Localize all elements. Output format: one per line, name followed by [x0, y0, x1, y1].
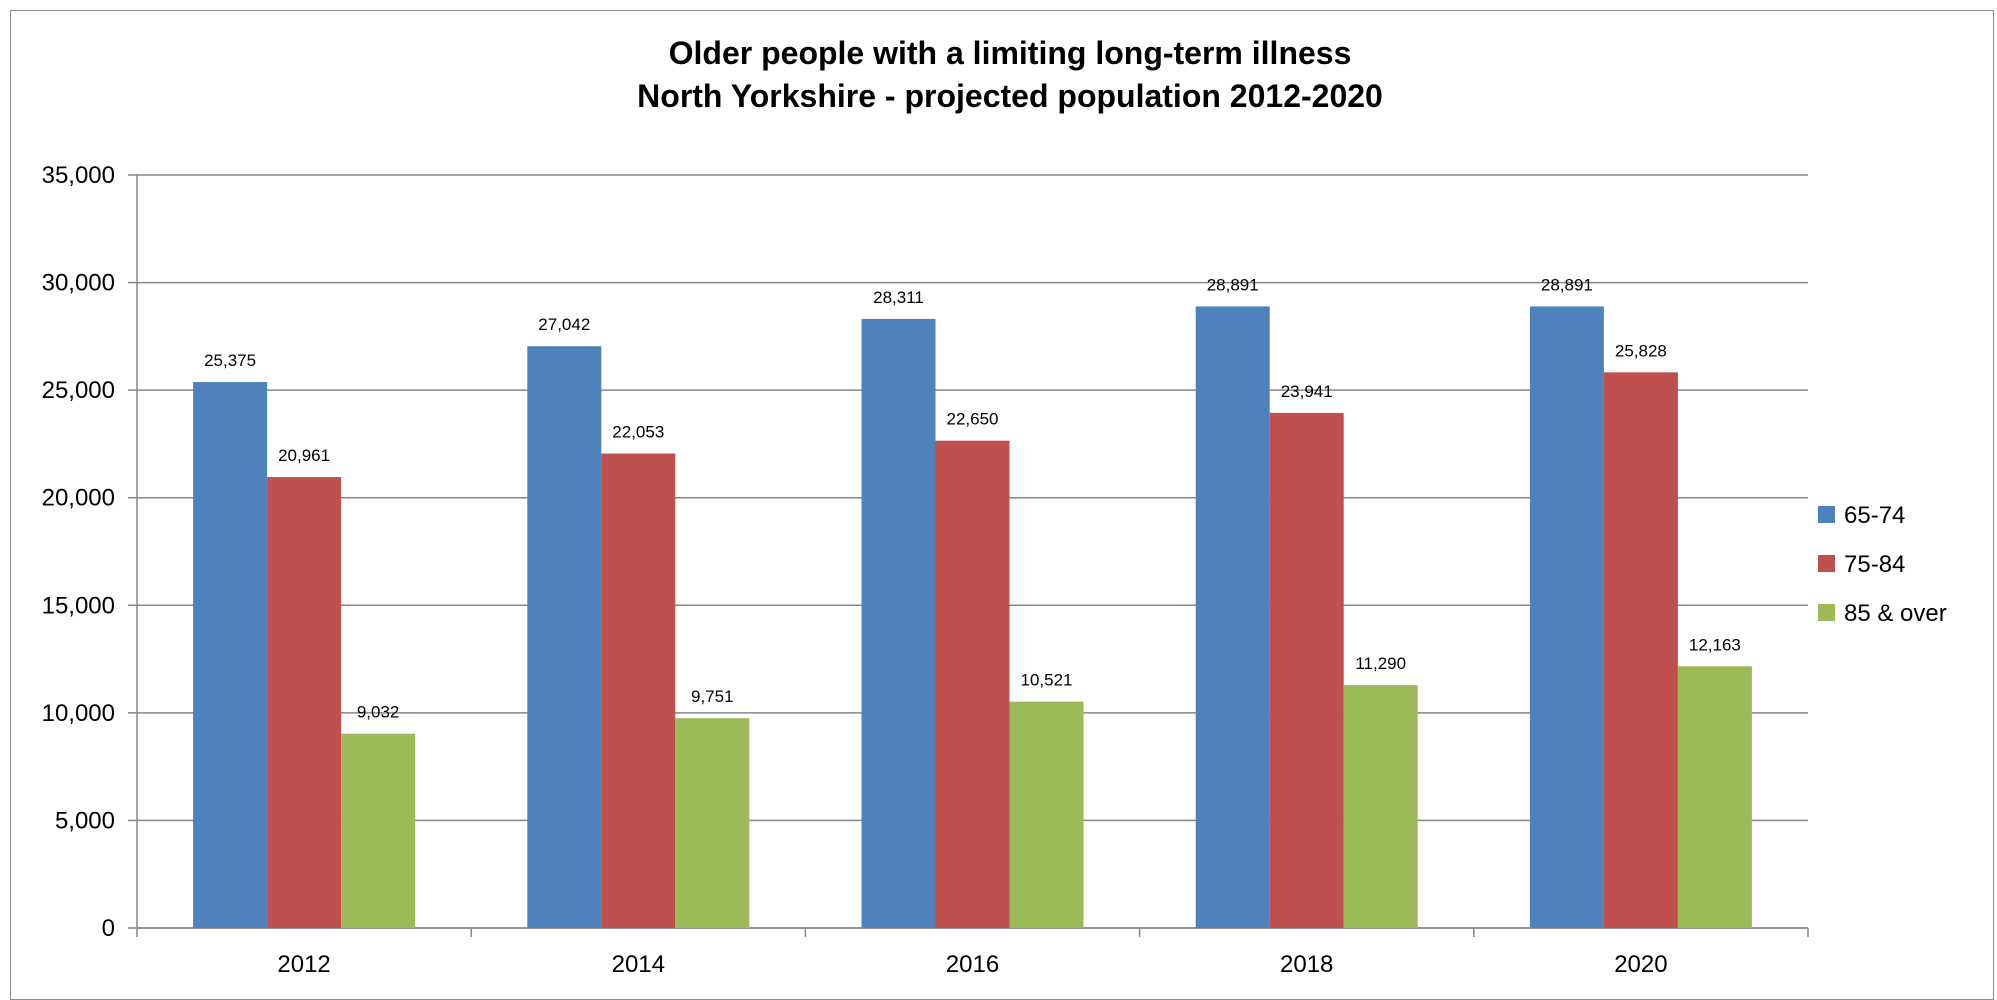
- x-tick-label: 2014: [612, 951, 665, 978]
- bar: [341, 733, 416, 928]
- y-tick-label: 15,000: [42, 592, 115, 619]
- legend-label: 65-74: [1844, 502, 1905, 529]
- bar: [1343, 685, 1418, 928]
- y-tick-label: 30,000: [42, 270, 115, 297]
- y-tick-label: 25,000: [42, 377, 115, 404]
- bar: [601, 453, 676, 928]
- bar: [1269, 412, 1344, 928]
- legend-label: 85 & over: [1844, 600, 1947, 627]
- data-label: 28,891: [1541, 275, 1593, 294]
- data-label: 9,751: [691, 687, 734, 706]
- data-label: 20,961: [278, 446, 330, 465]
- y-tick-label: 20,000: [42, 485, 115, 512]
- bar: [1195, 306, 1270, 928]
- x-tick-label: 2012: [277, 951, 330, 978]
- data-label: 10,521: [1021, 671, 1073, 690]
- x-tick-label: 2016: [946, 951, 999, 978]
- legend-swatch: [1818, 555, 1835, 572]
- x-tick-label: 2020: [1614, 951, 1667, 978]
- data-label: 22,650: [947, 410, 999, 429]
- bar: [527, 346, 602, 928]
- bar: [1677, 666, 1752, 928]
- bars: [193, 306, 1752, 928]
- y-tick-label: 5,000: [55, 807, 115, 834]
- legend-swatch: [1818, 604, 1835, 621]
- data-label: 11,290: [1355, 654, 1406, 673]
- data-label: 9,032: [357, 703, 400, 722]
- bar: [1009, 701, 1084, 928]
- bar: [935, 440, 1010, 928]
- bar: [193, 382, 268, 928]
- axes: 0 5,000 10,000 15,000 20,000 25,000 30,000 35,0…: [42, 162, 1809, 978]
- y-tick-label: 35,000: [42, 162, 115, 189]
- legend-swatch: [1818, 506, 1835, 523]
- bar: [1603, 372, 1678, 928]
- data-label: 22,053: [612, 423, 664, 442]
- bar: [675, 718, 750, 928]
- chart-subtitle: North Yorkshire - projected population 2…: [637, 78, 1383, 114]
- data-label: 23,941: [1281, 382, 1333, 401]
- data-labels: 25,375 20,961 9,032 27,042 22,053 9,751 28,311…: [204, 275, 1741, 721]
- legend-label: 75-84: [1844, 551, 1905, 578]
- y-tick-label: 10,000: [42, 700, 115, 727]
- data-label: 28,311: [873, 288, 924, 307]
- bar: [861, 318, 936, 928]
- data-label: 28,891: [1207, 275, 1259, 294]
- data-label: 12,163: [1689, 635, 1741, 654]
- bar: [1529, 306, 1604, 928]
- bar: [267, 477, 342, 928]
- data-label: 27,042: [538, 315, 590, 334]
- data-label: 25,375: [204, 351, 256, 370]
- x-tick-label: 2018: [1280, 951, 1333, 978]
- legend: 65-74 75-84 85 & over: [1818, 502, 1947, 627]
- y-tick-label: 0: [102, 915, 115, 942]
- chart-title: Older people with a limiting long-term i…: [669, 35, 1352, 71]
- data-label: 25,828: [1615, 341, 1667, 360]
